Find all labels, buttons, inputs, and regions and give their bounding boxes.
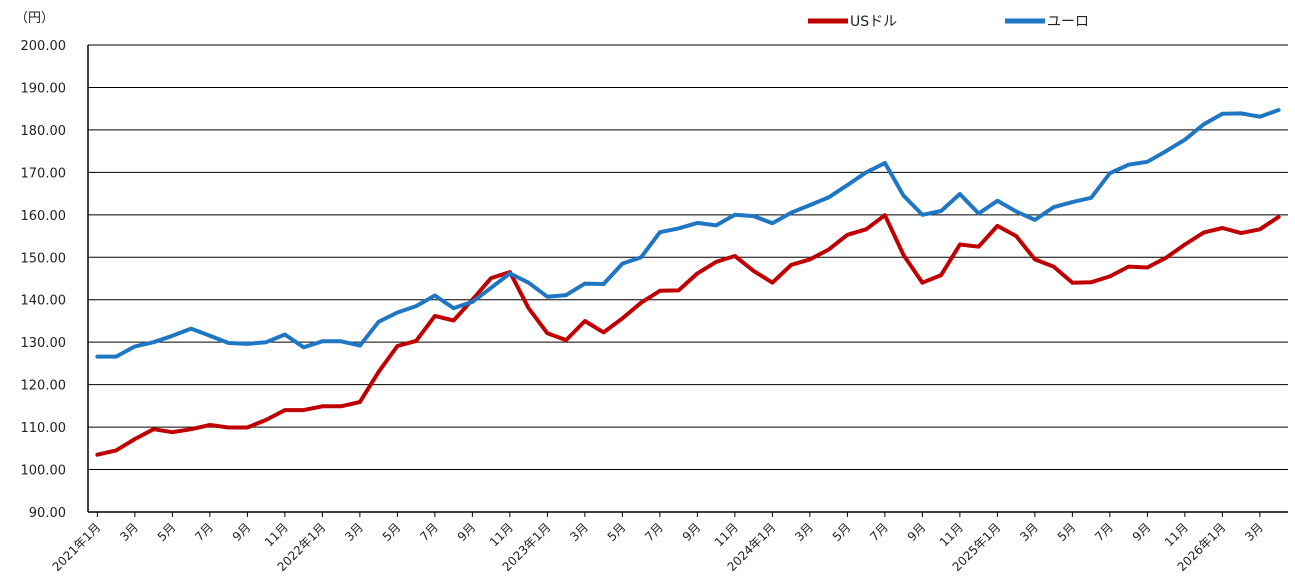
x-tick-label: 5月 [380,520,404,544]
y-tick-label: 180.00 [21,124,67,139]
y-tick-label: 150.00 [21,251,67,266]
y-axis-unit-label: （円） [15,11,54,26]
legend: USドル ユーロ [808,14,1089,30]
x-tick-label: 7月 [1092,520,1116,544]
y-tick-label: 140.00 [21,294,67,309]
axes [87,45,1288,517]
x-tick-label: 9月 [1130,520,1154,544]
x-tick-label: 11月 [262,520,291,549]
x-tick-label: 9月 [230,520,254,544]
y-tick-label: 130.00 [21,336,67,351]
x-tick-label: 9月 [455,520,479,544]
x-tick-label: 3月 [1017,520,1041,544]
x-tick-label: 3月 [342,520,366,544]
x-tick-label: 7月 [417,520,441,544]
x-tick-label: 11月 [712,520,741,549]
x-tick-label: 7月 [867,520,891,544]
y-tick-label: 90.00 [29,506,66,521]
x-tick-label: 3月 [567,520,591,544]
x-tick-label: 7月 [192,520,216,544]
x-tick-label: 3月 [117,520,141,544]
x-tick-label: 9月 [680,520,704,544]
legend-label: ユーロ [1047,14,1089,30]
x-tick-label: 5月 [155,520,179,544]
y-tick-label: 170.00 [21,166,67,181]
series-line-eur [95,108,1281,359]
series-lines [95,108,1281,457]
y-tick-label: 200.00 [21,39,67,54]
x-tick-label: 7月 [642,520,666,544]
x-tick-label: 3月 [1242,520,1266,544]
x-tick-label: 5月 [605,520,629,544]
x-tick-label: 11月 [1162,520,1191,549]
y-tick-label: 110.00 [21,421,67,436]
x-tick-label: 11月 [487,520,516,549]
x-tick-label: 5月 [1055,520,1079,544]
y-tick-label: 120.00 [21,379,67,394]
x-tick-label: 3月 [792,520,816,544]
x-tick-label: 9月 [905,520,929,544]
y-tick-label: 100.00 [21,464,67,479]
y-tick-label: 190.00 [21,81,67,96]
y-tick-label: 160.00 [21,209,67,224]
legend-label: USドル [850,14,897,30]
series-line-usd [95,213,1281,457]
x-tick-label: 5月 [830,520,854,544]
y-axis-tick-labels: 90.00 100.00 110.00 120.00 130.00 140.00 150.0… [21,39,67,521]
x-tick-label: 2021年1月 [50,520,104,574]
x-tick-label: 11月 [937,520,966,549]
grid-lines [88,44,1288,513]
